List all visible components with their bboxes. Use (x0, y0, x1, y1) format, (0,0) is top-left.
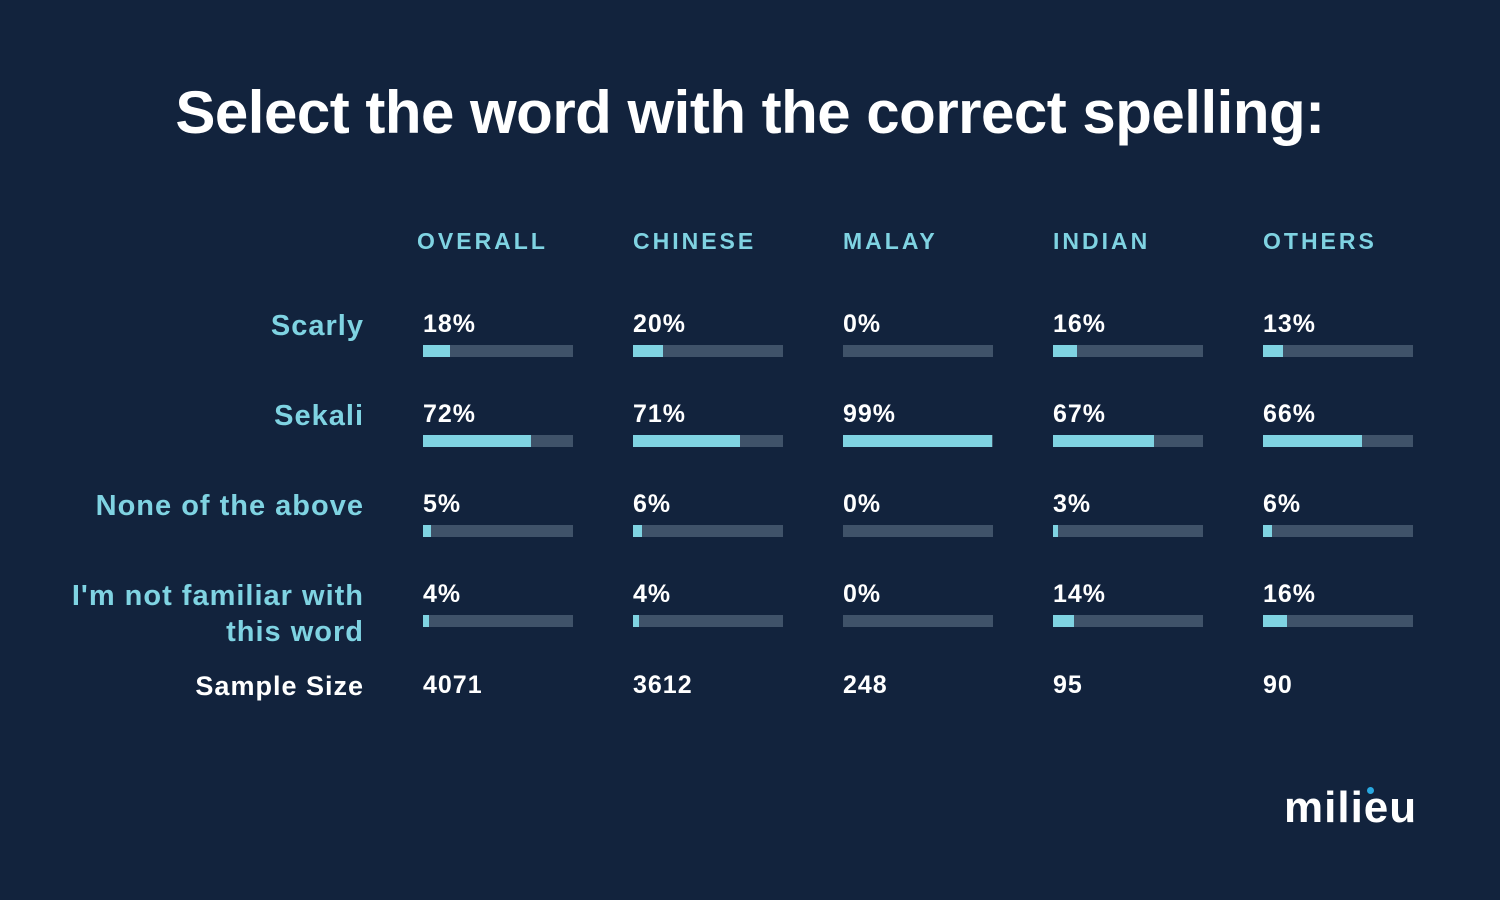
sample-size-label: Sample Size (195, 671, 364, 701)
bar-fill (633, 345, 663, 357)
bar-fill (1053, 435, 1154, 447)
percentage-label: 67% (1053, 400, 1107, 428)
bar-fill (1263, 435, 1362, 447)
percentage-label: 4% (423, 580, 462, 608)
bar-fill (1053, 345, 1077, 357)
percentage-label: 20% (633, 310, 687, 338)
bar-track (633, 615, 783, 627)
percentage-label: 18% (423, 310, 477, 338)
bar-fill (633, 615, 639, 627)
percentage-label: 72% (423, 400, 477, 428)
percentage-label: 71% (633, 400, 687, 428)
bar-track (1263, 525, 1413, 537)
row-label: None of the above (95, 490, 364, 522)
bar-track (1053, 435, 1203, 447)
bar-track (633, 525, 783, 537)
percentage-label: 66% (1263, 400, 1317, 428)
bar-track (423, 345, 573, 357)
percentage-label: 13% (1263, 310, 1317, 338)
bar-fill (633, 525, 642, 537)
column-header: OVERALL (417, 228, 548, 254)
bar-track (633, 435, 783, 447)
percentage-label: 6% (1263, 490, 1302, 518)
bar-fill (423, 615, 429, 627)
percentage-label: 0% (843, 580, 882, 608)
bar-track (843, 615, 993, 627)
bar-track (1053, 525, 1203, 537)
bar-fill (1263, 525, 1272, 537)
column-header: OTHERS (1263, 228, 1377, 254)
bar-fill (1263, 615, 1287, 627)
bar-track (423, 525, 573, 537)
bar-track (633, 345, 783, 357)
milieu-logo: milieu (1284, 783, 1418, 832)
bar-track (1263, 615, 1413, 627)
bar-track (1053, 345, 1203, 357)
bar-track (1263, 435, 1413, 447)
sample-size-value: 3612 (633, 671, 693, 699)
column-header: MALAY (843, 228, 938, 254)
percentage-label: 99% (843, 400, 897, 428)
percentage-label: 6% (633, 490, 672, 518)
row-label: Sekali (274, 400, 364, 432)
bar-fill (1263, 345, 1283, 357)
column-header: INDIAN (1053, 228, 1151, 254)
bar-track (423, 615, 573, 627)
bar-fill (423, 345, 450, 357)
sample-size-value: 248 (843, 671, 888, 699)
bar-fill (633, 435, 740, 447)
sample-size-value: 95 (1053, 671, 1083, 699)
percentage-label: 3% (1053, 490, 1092, 518)
bar-fill (843, 435, 992, 447)
percentage-label: 5% (423, 490, 462, 518)
percentage-label: 16% (1053, 310, 1107, 338)
bar-fill (1053, 615, 1074, 627)
bar-track (843, 435, 993, 447)
logo-dot-icon (1367, 787, 1374, 794)
percentage-label: 4% (633, 580, 672, 608)
row-label: I'm not familiar with this word (71, 580, 364, 648)
bar-track (843, 345, 993, 357)
bar-track (1053, 615, 1203, 627)
bar-track (423, 435, 573, 447)
percentage-label: 14% (1053, 580, 1107, 608)
percentage-label: 0% (843, 310, 882, 338)
bar-track (843, 525, 993, 537)
column-header: CHINESE (633, 228, 757, 254)
sample-size-value: 4071 (423, 671, 483, 699)
bar-track (1263, 345, 1413, 357)
bar-fill (423, 435, 531, 447)
bar-fill (1053, 525, 1058, 537)
sample-size-value: 90 (1263, 671, 1293, 699)
bar-fill (423, 525, 431, 537)
percentage-label: 16% (1263, 580, 1317, 608)
percentage-label: 0% (843, 490, 882, 518)
chart-title: Select the word with the correct spellin… (175, 79, 1325, 146)
row-label: Scarly (270, 310, 364, 342)
